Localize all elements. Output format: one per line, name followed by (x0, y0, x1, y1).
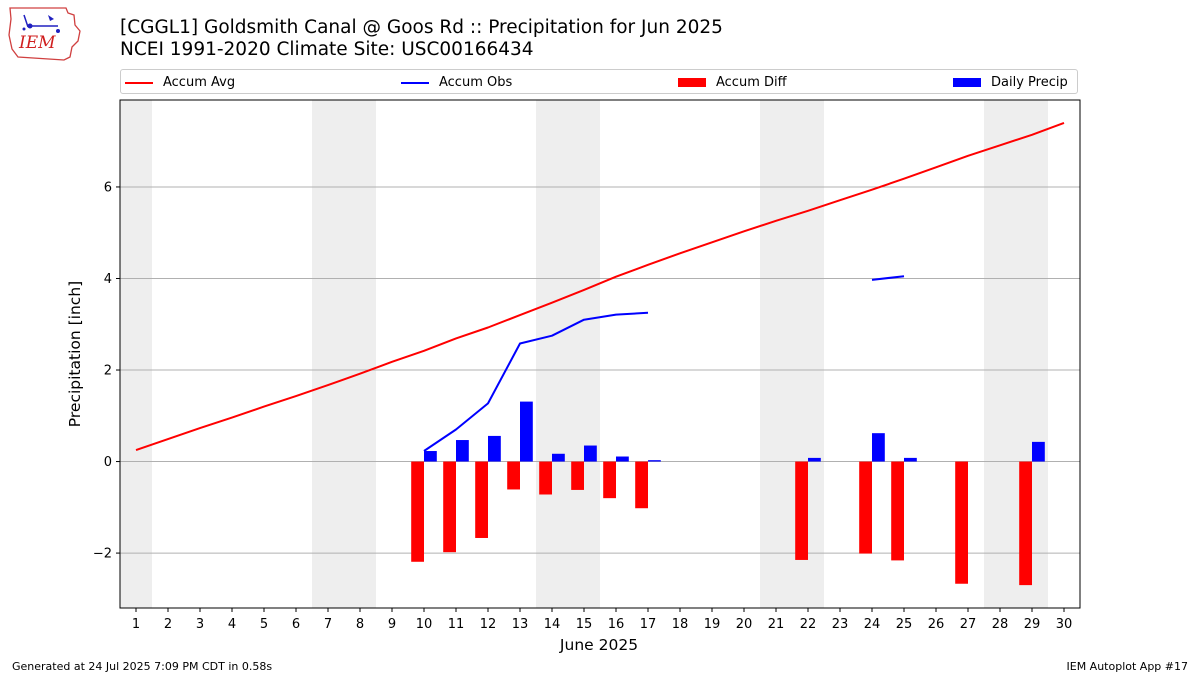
x-tick-label: 29 (1024, 617, 1041, 632)
daily-precip-bar (520, 401, 533, 462)
y-tick-label: 2 (104, 364, 112, 379)
daily-precip-bar (616, 456, 629, 462)
x-tick-label: 22 (800, 617, 817, 632)
x-tick-label: 19 (704, 617, 721, 632)
accum-diff-bar (443, 461, 456, 553)
x-tick-label: 7 (324, 617, 332, 632)
title-line-1: [CGGL1] Goldsmith Canal @ Goos Rd :: Pre… (120, 17, 723, 38)
legend-label: Accum Diff (716, 75, 787, 90)
legend-label: Daily Precip (991, 75, 1068, 90)
accum-diff-bar (603, 461, 616, 499)
daily-precip-bar (808, 457, 821, 462)
accum-diff-bar (411, 461, 424, 562)
daily-precip-bar (904, 457, 917, 462)
title-line-2: NCEI 1991-2020 Climate Site: USC00166434 (120, 39, 534, 60)
legend: Accum Avg Accum Obs Accum Diff Daily Pre… (120, 69, 1078, 94)
x-tick-label: 6 (292, 617, 300, 632)
accum-diff-bar (475, 461, 488, 538)
daily-precip-bar (1032, 441, 1045, 462)
accum-obs-line (423, 311, 649, 452)
weekend-band (760, 100, 824, 608)
daily-precip-bar (552, 453, 565, 462)
x-tick-label: 8 (356, 617, 364, 632)
footer-app: IEM Autoplot App #17 (1066, 660, 1189, 673)
y-axis-label: Precipitation [inch] (66, 281, 84, 427)
weekend-shading (120, 100, 1048, 608)
chart-title: [CGGL1] Goldsmith Canal @ Goos Rd :: Pre… (120, 17, 723, 61)
y-tick-label: 6 (104, 180, 112, 195)
y-tick-label: 0 (104, 455, 112, 470)
bars (411, 401, 1045, 586)
accum-diff-bar (859, 461, 872, 554)
x-tick-label: 13 (512, 617, 529, 632)
iem-logo: IEM (8, 5, 82, 61)
accum-avg-line (135, 121, 1065, 452)
footer-generated: Generated at 24 Jul 2025 7:09 PM CDT in … (12, 660, 273, 673)
legend-label: Accum Avg (163, 75, 236, 90)
gridlines (120, 186, 1080, 554)
x-tick-label: 15 (576, 617, 593, 632)
legend-swatch (125, 81, 153, 84)
x-tick-label: 26 (928, 617, 945, 632)
daily-precip-bar (456, 440, 469, 462)
legend-item-accum-diff: Accum Diff (678, 70, 787, 95)
x-tick-label: 23 (832, 617, 849, 632)
legend-swatch (401, 81, 429, 84)
x-tick-label: 3 (196, 617, 204, 632)
x-tick-label: 16 (608, 617, 625, 632)
accum-diff-bar (1019, 461, 1032, 586)
logo-text: IEM (18, 33, 56, 53)
x-tick-label: 4 (228, 617, 236, 632)
x-tick-label: 25 (896, 617, 913, 632)
x-tick-label: 10 (416, 617, 433, 632)
x-tick-label: 9 (388, 617, 396, 632)
weekend-band (120, 100, 152, 608)
x-tick-label: 14 (544, 617, 561, 632)
x-tick-label: 28 (992, 617, 1009, 632)
legend-label: Accum Obs (439, 75, 513, 90)
accum-obs-line (871, 275, 905, 281)
daily-precip-bar (424, 451, 437, 462)
x-tick-label: 21 (768, 617, 785, 632)
y-tick-label: 4 (104, 272, 112, 287)
lines (135, 121, 1065, 452)
weekend-band (536, 100, 600, 608)
x-tick-label: 20 (736, 617, 753, 632)
daily-precip-bar (872, 433, 885, 462)
accum-diff-bar (795, 461, 808, 560)
x-tick-label: 27 (960, 617, 977, 632)
x-tick-label: 17 (640, 617, 657, 632)
x-tick-label: 24 (864, 617, 881, 632)
daily-precip-bar (584, 445, 597, 462)
plot-frame (119, 99, 1081, 609)
legend-item-accum-obs: Accum Obs (401, 70, 512, 95)
daily-precip-bar (648, 460, 661, 462)
x-tick-label: 18 (672, 617, 689, 632)
x-tick-label: 11 (448, 617, 465, 632)
weekend-band (984, 100, 1048, 608)
legend-item-accum-avg: Accum Avg (125, 70, 235, 95)
legend-swatch (678, 78, 706, 87)
accum-diff-bar (635, 461, 648, 509)
x-axis-label: June 2025 (559, 636, 638, 654)
x-tick-label: 2 (164, 617, 172, 632)
accum-diff-bar (955, 461, 968, 584)
accum-diff-bar (507, 461, 520, 490)
x-tick-label: 30 (1056, 617, 1073, 632)
y-tick-label: −2 (93, 547, 112, 562)
accum-diff-bar (571, 461, 584, 490)
x-tick-label: 1 (132, 617, 140, 632)
accum-diff-bar (891, 461, 904, 561)
accum-diff-bar (539, 461, 552, 495)
legend-swatch (953, 78, 981, 87)
legend-item-daily-precip: Daily Precip (953, 70, 1068, 95)
x-tick-label: 5 (260, 617, 268, 632)
x-tick-label: 12 (480, 617, 497, 632)
weekend-band (312, 100, 376, 608)
daily-precip-bar (488, 435, 501, 462)
